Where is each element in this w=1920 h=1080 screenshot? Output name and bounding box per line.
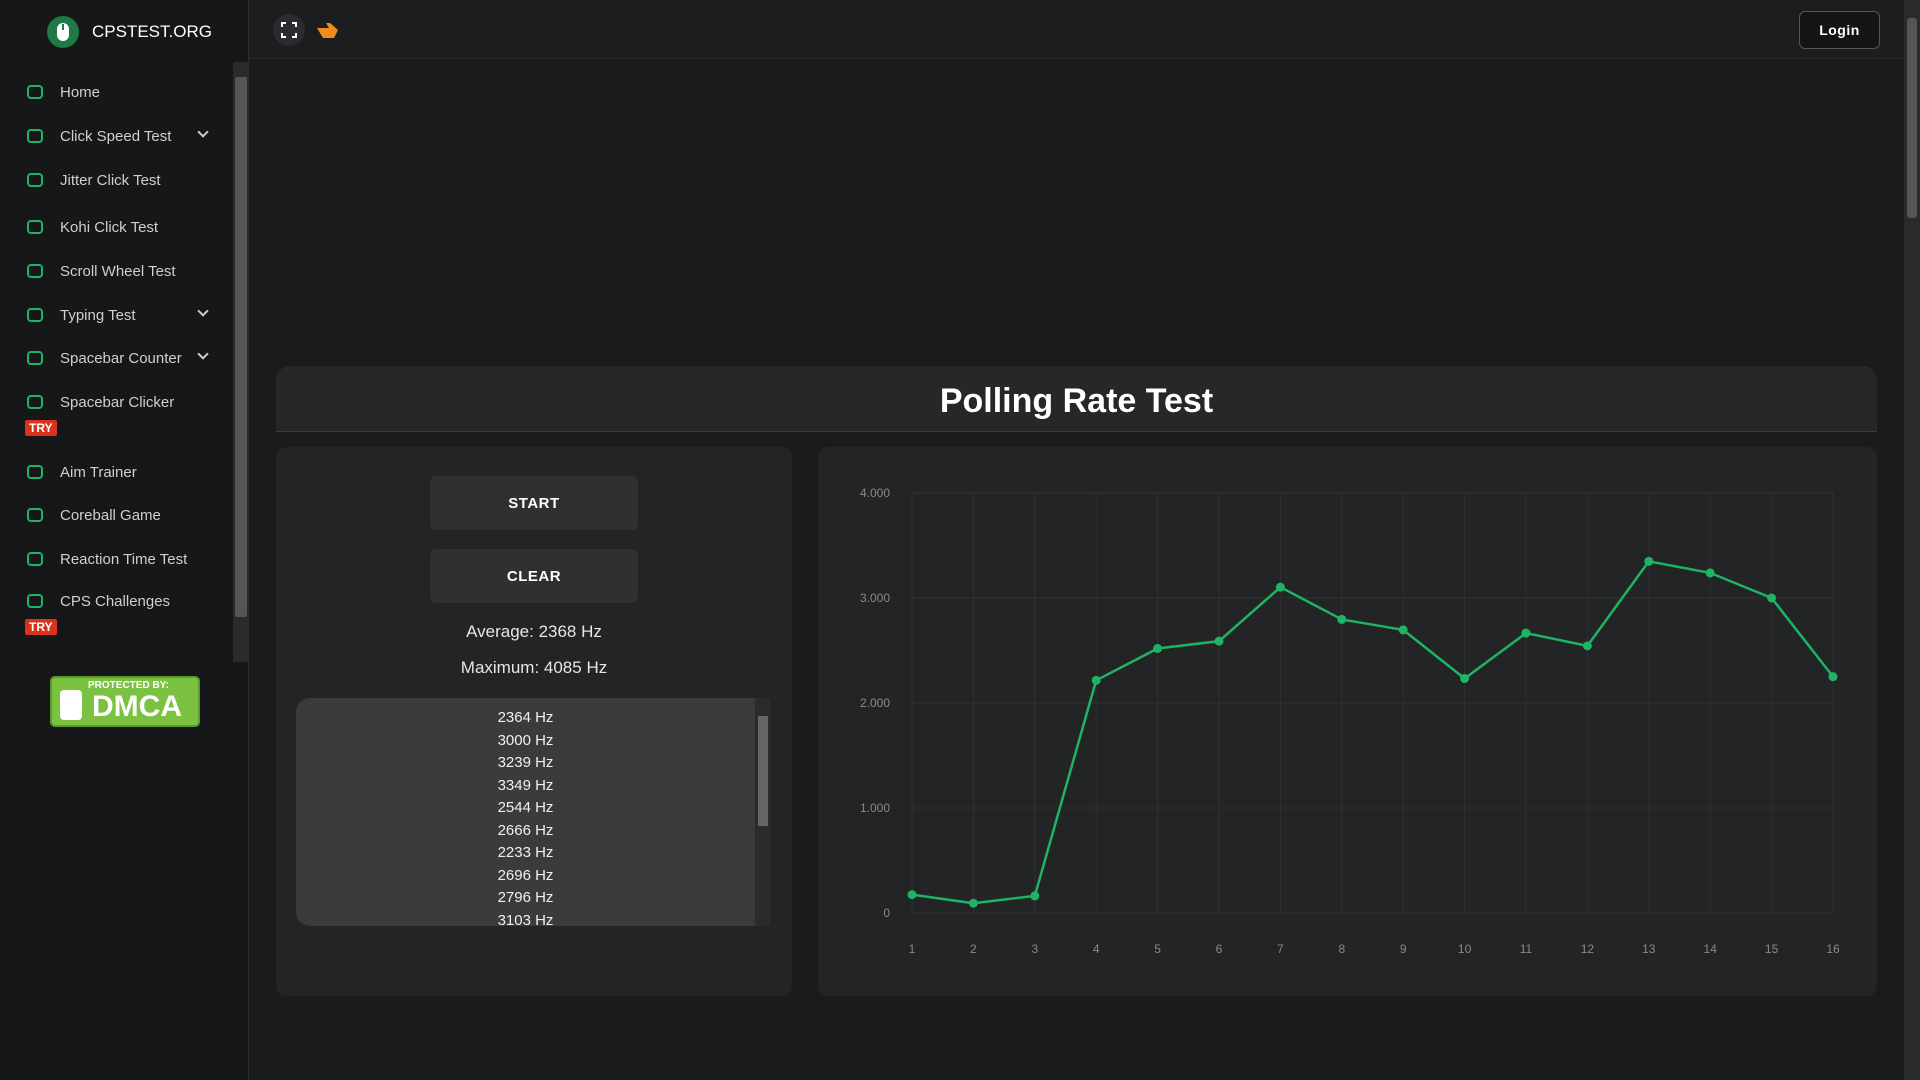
reading: 3349 Hz [497,776,554,794]
nav-item[interactable]: Spacebar Clicker [60,394,175,411]
reading: 2696 Hz [497,866,554,884]
nav-icon [27,465,43,479]
try-badge: TRY [25,619,57,635]
reading: 2364 Hz [497,709,554,726]
dmca-main: DMCA [92,690,182,723]
nav-item[interactable]: Aim Trainer [60,464,137,481]
nav-item[interactable]: Home [60,84,101,101]
reading: 3239 Hz [497,754,554,771]
control-card: START CLEAR Average: 2368 Hz Maximum: 40… [276,447,792,996]
nav-item[interactable]: Kohi Click Test [60,219,159,236]
chevron [197,348,209,360]
nav-item[interactable]: Scroll Wheel Test [60,263,176,280]
dmca-badge[interactable]: PROTECTED BY: DMCA [50,676,200,727]
nav-item[interactable]: Typing Test [60,307,136,324]
nav-item[interactable]: Coreball Game [60,507,161,524]
reading: 2796 Hz [497,889,554,906]
scroll-thumb [235,77,247,617]
reading: 2666 Hz [497,821,554,839]
nav-icon [27,220,43,234]
nav-icon [27,395,43,409]
nav-item[interactable]: Spacebar Counter [60,350,182,367]
nav-icon [27,508,43,522]
reading: 3000 Hz [497,731,554,749]
top-bar: Login [249,0,1904,59]
nav-icon [27,351,43,365]
nav-icon [27,308,43,322]
logo-icon [47,16,79,48]
nav-icon [27,173,43,187]
dmca-top: PROTECTED BY: [88,680,169,691]
nav-icon [27,129,43,143]
reading: 2544 Hz [497,799,554,816]
page-scrollbar [1904,0,1920,1080]
average: Average: 2368 Hz [466,622,602,641]
page-title: Polling Rate Test [939,382,1214,420]
list-scrollbar [755,698,771,926]
title-panel: Polling Rate Test [276,366,1877,432]
nav-item[interactable]: Jitter Click Test [60,172,161,189]
sidebar: CPSTEST.ORG Home Click Speed Test Jitter C… [0,0,249,1080]
login-button[interactable]: Login [1799,11,1880,49]
nav-icon [27,264,43,278]
nav-item[interactable]: Click Speed Test [60,128,172,145]
clear-button[interactable]: CLEAR [430,549,638,603]
site-name[interactable]: CPSTEST.ORG [92,22,212,41]
nav-item[interactable]: CPS Challenges [60,593,171,610]
nav: Home Click Speed Test Jitter Click Test Koh… [0,0,233,670]
nav-icon [27,85,43,99]
nav-icon [27,552,43,566]
try-badge: TRY [25,420,57,436]
nav-icon [27,594,43,608]
nav-item[interactable]: Reaction Time Test [60,551,188,568]
hand-icon[interactable] [315,18,341,42]
start-button[interactable]: START [430,476,638,530]
reading: 3103 Hz [497,911,554,927]
readings-list[interactable]: 2364 Hz 3000 Hz 3239 Hz 3349 Hz 2544 Hz 2666 … [296,698,755,926]
reading: 2233 Hz [497,844,554,861]
scroll-thumb [1907,18,1917,218]
chevron [197,126,209,138]
lock-icon [60,690,82,720]
maximum: Maximum: 4085 Hz [460,658,608,677]
chevron [197,305,209,317]
sidebar-scrollbar [233,62,249,662]
chart-card [818,447,1877,996]
scroll-thumb [758,716,768,826]
fullscreen-button[interactable] [273,14,305,46]
